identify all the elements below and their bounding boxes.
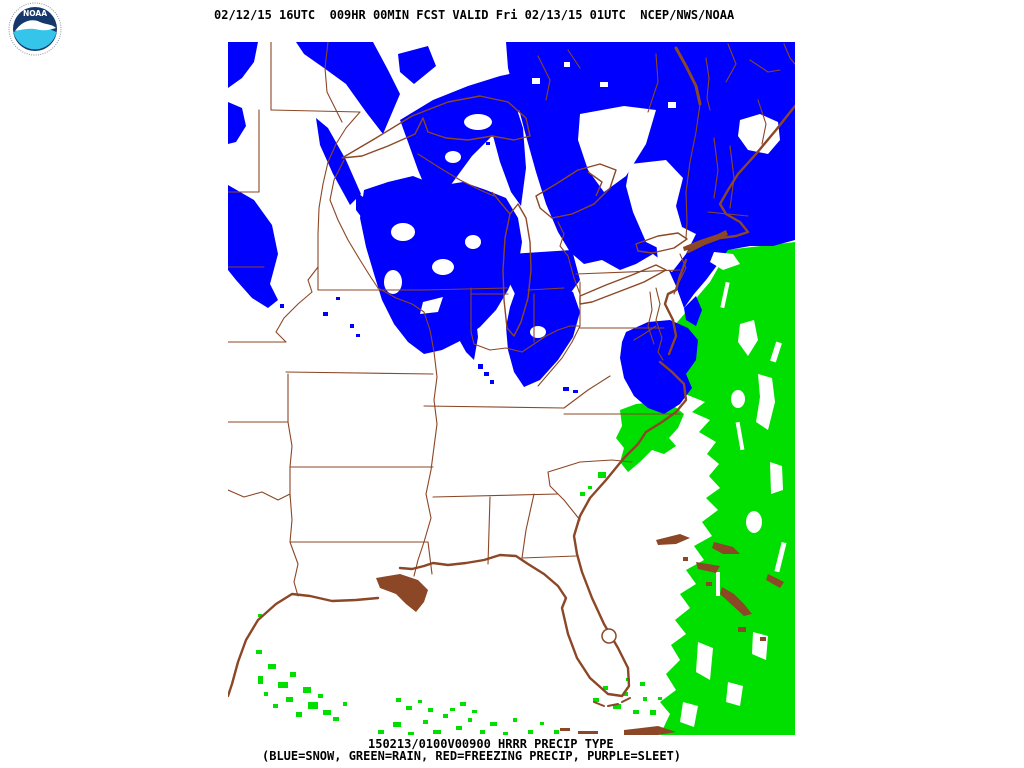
noaa-logo-icon: NOAA (8, 2, 62, 56)
precip-map-canvas (228, 42, 795, 735)
precip-type-map (228, 42, 795, 735)
logo-noaa-text: NOAA (23, 9, 47, 18)
noaa-logo: NOAA (7, 1, 63, 57)
snow-regions (228, 42, 795, 414)
great-lakes-outlines (341, 95, 688, 337)
lake-michigan (502, 203, 532, 337)
rain-regions (256, 242, 795, 735)
lake-superior (341, 95, 531, 159)
seagull-icon (15, 20, 56, 31)
state-boundaries (228, 42, 795, 597)
lake-erie (579, 264, 667, 305)
forecast-title: 02/12/15 16UTC 009HR 00MIN FCST VALID Fr… (214, 8, 735, 22)
lake-ontario (635, 232, 688, 254)
legend-caption: (BLUE=SNOW, GREEN=RAIN, RED=FREEZING PRE… (262, 749, 682, 763)
coastline (228, 46, 795, 707)
islands-and-delta (376, 230, 784, 735)
lake-okeechobee (601, 628, 617, 644)
product-caption: 150213/0100V00900 HRRR PRECIP TYPE (368, 737, 614, 751)
lake-huron (535, 163, 617, 219)
